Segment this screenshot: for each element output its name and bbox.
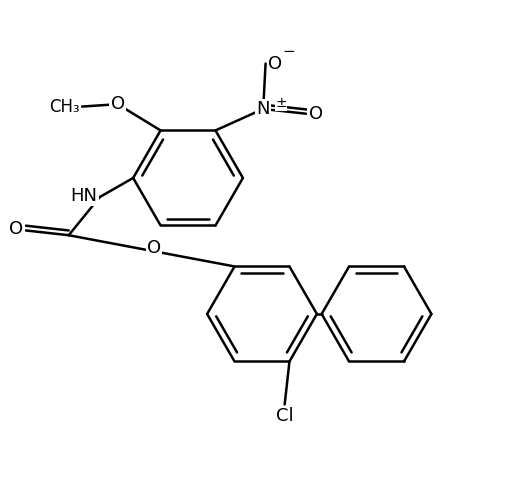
Text: CH₃: CH₃ bbox=[49, 97, 80, 116]
Text: −: − bbox=[282, 44, 295, 59]
Text: O: O bbox=[309, 105, 323, 123]
Text: N: N bbox=[256, 100, 270, 118]
Text: HN: HN bbox=[70, 187, 97, 204]
Text: O: O bbox=[147, 240, 161, 257]
Text: Cl: Cl bbox=[276, 408, 293, 425]
Text: ±: ± bbox=[275, 96, 287, 110]
Text: O: O bbox=[111, 95, 125, 113]
Text: O: O bbox=[268, 55, 282, 72]
Text: O: O bbox=[9, 220, 24, 238]
